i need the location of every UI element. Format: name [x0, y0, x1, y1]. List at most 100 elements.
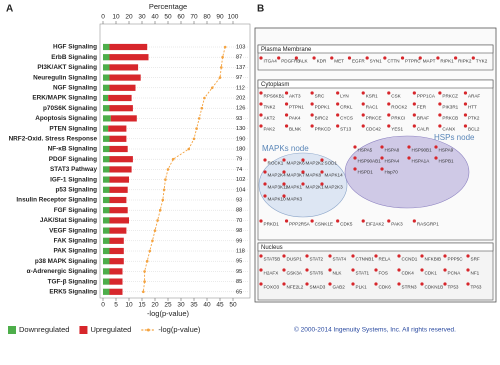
gene-label: PRKCZ	[442, 94, 458, 99]
gene-node	[374, 268, 378, 272]
gene-label: HSPA9	[439, 148, 454, 153]
gene-node	[282, 282, 286, 286]
gene-node	[320, 158, 324, 162]
gene-label: SYN1	[370, 59, 382, 64]
gene-node	[436, 56, 440, 60]
gene-node	[282, 194, 286, 198]
x-tick-label: 90	[216, 14, 224, 21]
gene-label: GSK3A	[287, 271, 303, 276]
node-label: MAPKs node	[262, 144, 309, 153]
bar	[103, 74, 110, 81]
gene-label: RPS6KB1	[264, 94, 285, 99]
gene-label: MAP2K4	[268, 173, 287, 178]
gene-node	[434, 145, 438, 149]
gene-node	[353, 156, 357, 160]
gene-node	[259, 124, 263, 128]
p-value-point	[166, 168, 170, 171]
gene-node	[407, 156, 411, 160]
gene-label: PPP1CA	[417, 94, 436, 99]
gene-label: PDPK1	[315, 105, 331, 110]
bar	[103, 258, 110, 265]
gene-node	[282, 158, 286, 162]
gene-label: CDK6	[379, 285, 392, 290]
count-label: 87	[236, 55, 242, 61]
gene-label: NLK	[333, 271, 343, 276]
gene-label: CTTN	[387, 59, 399, 64]
gene-label: AKT3	[289, 94, 301, 99]
bar	[109, 237, 124, 244]
gene-label: RIPK1	[440, 59, 454, 64]
category-label: NRF2-Oxid. Stress Response	[9, 135, 98, 142]
gene-node	[294, 56, 298, 60]
gene-label: STRN3	[402, 285, 418, 290]
gene-label: MAP2K6	[287, 161, 306, 166]
bar	[109, 84, 136, 91]
x2-tick-label: 30	[177, 302, 185, 309]
gene-node	[310, 113, 314, 117]
x2-tick-label: 20	[151, 302, 159, 309]
gene-label: HTT	[468, 105, 477, 110]
p-value-point	[171, 157, 175, 161]
category-label: ERK5 Signaling	[49, 288, 97, 295]
bar	[109, 156, 133, 163]
section-header	[257, 242, 494, 252]
legend-swatch	[8, 326, 16, 334]
p-value-point	[143, 270, 146, 273]
gene-label: HSP90B1	[412, 148, 433, 153]
gene-node	[330, 56, 334, 60]
gene-node	[466, 282, 470, 286]
gene-node	[383, 56, 387, 60]
category-label: PTEN Signaling	[49, 125, 97, 132]
bar	[109, 54, 149, 61]
gene-label: SRF	[471, 257, 480, 262]
bar	[109, 176, 129, 183]
bar	[109, 288, 123, 295]
p-value-point	[195, 127, 198, 130]
gene-label: PTPRC	[405, 59, 421, 64]
gene-node	[284, 219, 289, 223]
gene-node	[320, 182, 324, 186]
p-value-point	[203, 96, 206, 100]
gene-node	[361, 113, 365, 117]
count-label: 102	[236, 177, 245, 183]
bar	[103, 156, 110, 163]
gene-label: HSPA5	[358, 148, 373, 153]
bar	[103, 207, 110, 214]
gene-label: CRKL	[340, 105, 353, 110]
gene-node	[259, 91, 263, 95]
gene-node	[361, 91, 365, 95]
gene-node	[463, 124, 468, 128]
count-label: 70	[236, 218, 242, 224]
gene-node	[351, 268, 355, 272]
gene-label: STAT4	[333, 257, 347, 262]
x-tick-label: 30	[138, 14, 146, 21]
gene-node	[284, 124, 289, 128]
bar	[103, 176, 110, 183]
x2-tick-label: 35	[190, 302, 198, 309]
x2-axis-title: -log(p-value)	[147, 309, 190, 318]
gene-node	[434, 156, 438, 160]
gene-node	[463, 113, 468, 117]
bar	[109, 247, 124, 255]
gene-node	[305, 254, 309, 258]
gene-node	[361, 219, 365, 223]
gene-label: HSPA1A	[412, 159, 431, 164]
p-value-point	[158, 208, 162, 212]
gene-node	[353, 145, 357, 149]
bar	[103, 54, 110, 61]
bar	[103, 166, 110, 173]
gene-node	[263, 158, 267, 162]
gene-label: CALR	[417, 127, 430, 132]
gene-label: CSK	[391, 94, 401, 99]
gene-label: CYCS	[340, 116, 353, 121]
x-tick-label: 20	[125, 14, 133, 21]
bar	[109, 64, 139, 71]
gene-label: RASGRP1	[417, 222, 439, 227]
gene-node	[412, 102, 416, 106]
gene-label: EIF2AK2	[366, 222, 385, 227]
gene-node	[454, 56, 458, 60]
count-label: 97	[236, 75, 242, 81]
x-tick-label: 80	[203, 14, 211, 21]
category-label: Apoptosis Signaling	[35, 115, 97, 122]
p-value-point	[143, 280, 146, 283]
